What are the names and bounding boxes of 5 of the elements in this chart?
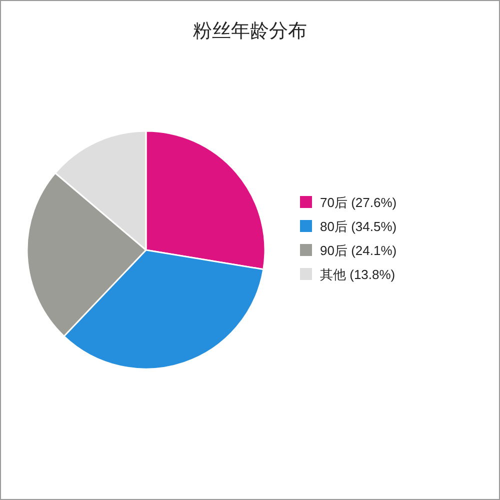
legend-label: 70后 (27.6%) bbox=[320, 195, 397, 210]
legend-label: 80后 (34.5%) bbox=[320, 219, 397, 234]
legend-label: 90后 (24.1%) bbox=[320, 243, 397, 258]
chart-title: 粉丝年龄分布 bbox=[193, 21, 307, 42]
legend-label: 其他 (13.8%) bbox=[320, 267, 396, 282]
